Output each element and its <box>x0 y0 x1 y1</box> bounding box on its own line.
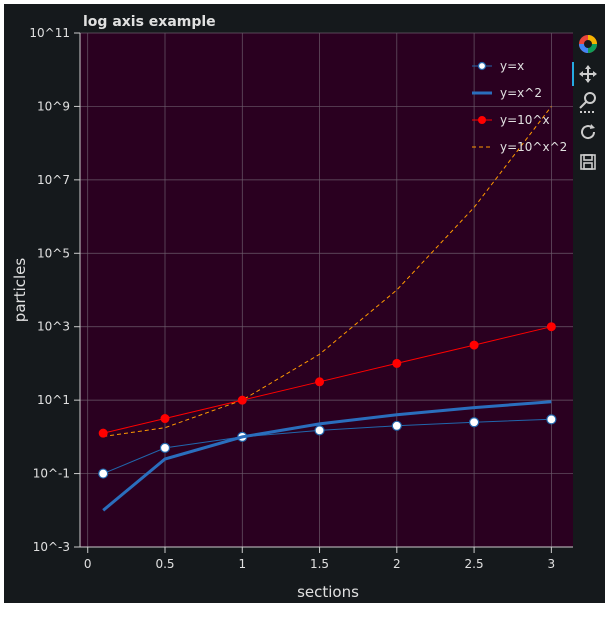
reset-icon[interactable] <box>575 120 601 144</box>
series-3-point[interactable] <box>546 322 556 332</box>
save-icon[interactable] <box>575 150 601 174</box>
y-tick-label: 10^-1 <box>33 467 70 481</box>
legend-label: y=10^x <box>500 113 550 127</box>
legend-marker <box>477 61 487 71</box>
legend-label: y=x <box>500 59 524 73</box>
x-tick-label: 2 <box>393 557 401 571</box>
series-1-point[interactable] <box>468 417 480 428</box>
active-tool-indicator <box>572 62 574 86</box>
x-tick-label: 0 <box>84 557 92 571</box>
legend-item[interactable]: y=x <box>472 59 524 73</box>
x-tick-label: 0.5 <box>155 557 174 571</box>
series-1-point[interactable] <box>391 420 402 431</box>
x-axis-label: sections <box>297 583 359 601</box>
series-3-point[interactable] <box>160 414 170 424</box>
series-1-point[interactable] <box>314 425 325 436</box>
y-tick-label: 10^9 <box>37 99 70 113</box>
x-tick-label: 3 <box>548 557 556 571</box>
legend-marker <box>478 116 486 124</box>
series-3-point[interactable] <box>98 428 108 438</box>
y-tick-label: 10^5 <box>37 246 70 260</box>
chart-title: log axis example <box>83 14 216 30</box>
pan-icon[interactable] <box>572 62 601 86</box>
series-4-line[interactable] <box>103 106 552 437</box>
y-axis-label: particles <box>11 258 29 323</box>
axes: 0 0.5 1 1.5 2 2.5 3 10^-3 10^-1 10^1 10^3 10^5 10^7 1… <box>29 26 573 571</box>
y-tick-label: 10^-3 <box>33 540 70 554</box>
series-3-point[interactable] <box>469 340 479 350</box>
x-tick-label: 2.5 <box>465 557 484 571</box>
series-3-point[interactable] <box>392 358 402 368</box>
legend-item[interactable]: y=10^x^2 <box>472 140 567 154</box>
series-1-point[interactable] <box>98 468 109 479</box>
series-3-point[interactable] <box>237 395 247 405</box>
y-tick-label: 10^1 <box>37 393 70 407</box>
legend-item[interactable]: y=10^x <box>472 113 550 127</box>
legend-label: y=10^x^2 <box>500 140 567 154</box>
toolbar <box>572 32 601 182</box>
series-2-line[interactable] <box>102 400 552 512</box>
series-1-point[interactable] <box>546 414 557 425</box>
series-layer <box>98 106 557 512</box>
legend: y=x y=x^2 y=10^x y=10^x^2 <box>472 59 567 154</box>
series-3-point[interactable] <box>315 377 325 387</box>
bokeh-logo-icon[interactable] <box>575 32 601 56</box>
y-tick-label: 10^7 <box>37 173 70 187</box>
y-tick-label: 10^11 <box>29 26 70 40</box>
x-tick-label: 1.5 <box>310 557 329 571</box>
legend-item[interactable]: y=x^2 <box>472 86 542 100</box>
series-1-point[interactable] <box>159 442 171 454</box>
x-tick-label: 1 <box>238 557 246 571</box>
legend-label: y=x^2 <box>500 86 542 100</box>
y-tick-label: 10^3 <box>37 320 70 334</box>
zoom-icon[interactable] <box>575 90 601 114</box>
